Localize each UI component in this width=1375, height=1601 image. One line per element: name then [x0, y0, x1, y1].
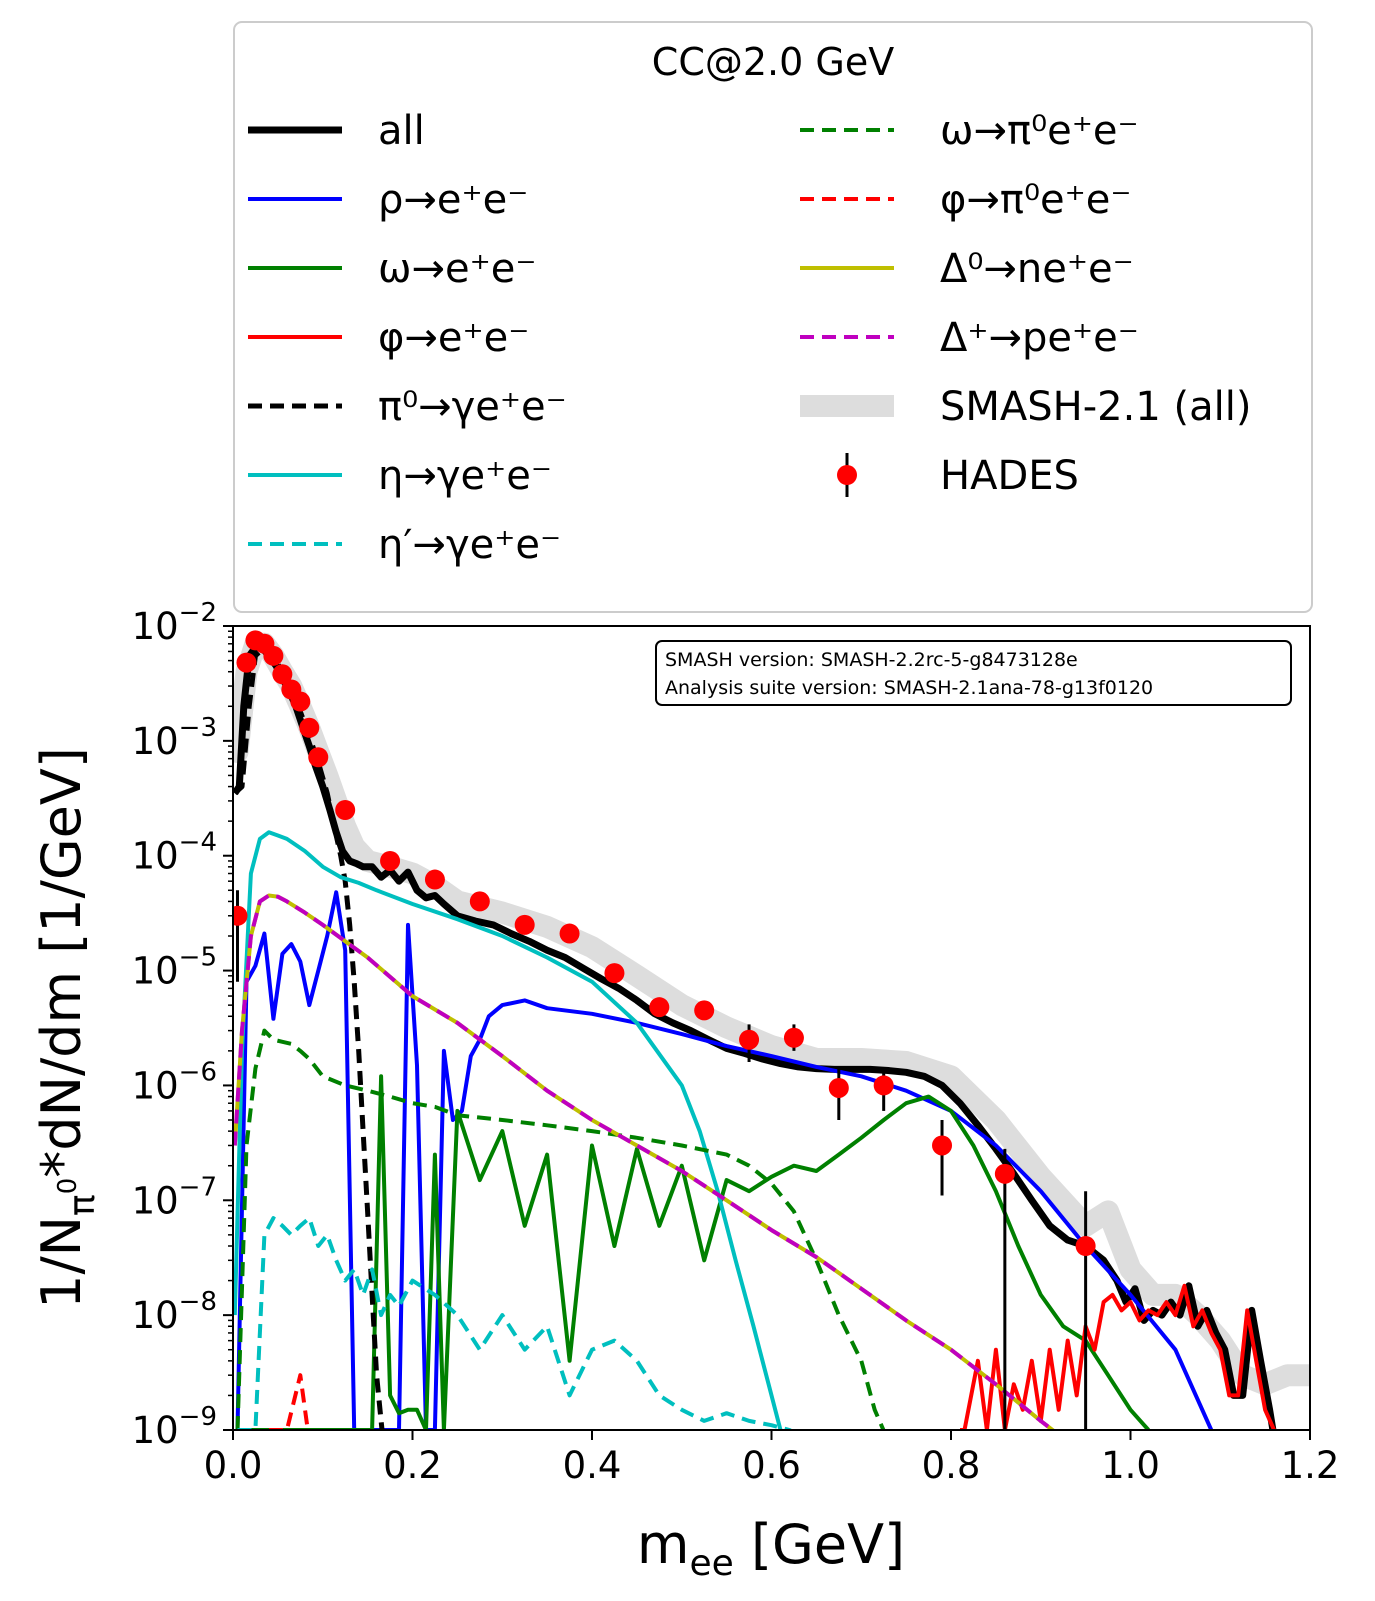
version-annotation: SMASH version: SMASH-2.2rc-5-g8473128e A…: [655, 640, 1292, 706]
legend-entry-e-e-6: η′→γe⁺e⁻: [248, 522, 561, 568]
x-ticks: 0.0 0.2 0.4 0.6 0.8 1.0 1.2: [204, 1430, 1340, 1487]
legend: CC@2.0 GeV all ρ→e⁺e⁻ ω→e⁺e⁻ φ→e⁺e⁻ π⁰→γe⁺e⁻…: [233, 21, 1313, 613]
hades-point-13: [469, 891, 490, 912]
x-tick-label-2: 0.4: [563, 1444, 622, 1487]
legend-label-0e-e: ω→π⁰e⁺e⁻: [940, 108, 1139, 154]
x-tick-label-5: 1.0: [1101, 1444, 1160, 1487]
hades-point-17: [649, 997, 670, 1018]
legend-entry-e-e-5: η→γe⁺e⁻: [248, 453, 552, 499]
legend-entry-e-e-3: φ→e⁺e⁻: [248, 315, 529, 361]
hades-point-1: [236, 652, 257, 673]
legend-entry-smash-2-1-all-4: SMASH-2.1 (all): [800, 384, 1251, 430]
legend-entry-0-e-e-4: π⁰→γe⁺e⁻: [248, 384, 567, 430]
hades-point-4: [263, 645, 284, 666]
version-line-2: Analysis suite version: SMASH-2.1ana-78-…: [665, 677, 1153, 699]
hades-point-10: [335, 800, 356, 821]
hades-point-23: [932, 1135, 953, 1156]
y-tick-label-2: 10−4: [132, 828, 217, 878]
legend-entry-e-e-1: ρ→e⁺e⁻: [248, 177, 528, 223]
hades-point-21: [828, 1077, 849, 1098]
hades-point-12: [424, 869, 445, 890]
legend-entry-pe-e-3: Δ⁺→pe⁺e⁻: [800, 315, 1139, 361]
y-tick-label-5: 10−7: [132, 1172, 217, 1222]
y-minor-ticks: [228, 630, 233, 1397]
y-tick-label-4: 10−6: [132, 1057, 217, 1107]
series-line-pe-e-11: [233, 893, 1056, 1430]
legend-hades-marker: [837, 465, 857, 485]
y-tick-label-7: 10−9: [132, 1402, 217, 1452]
legend-label-e-e: ρ→e⁺e⁻: [378, 177, 528, 223]
legend-label-all: all: [378, 108, 425, 154]
legend-label-0-ne-e: Δ⁰→ne⁺e⁻: [940, 246, 1134, 292]
hades-layer: [233, 630, 1096, 1430]
series-line-0e-e-8: [268, 1373, 310, 1430]
legend-label-e-e: φ→e⁺e⁻: [378, 315, 529, 361]
series-line-e-e-4: [960, 1283, 1277, 1430]
hades-point-25: [1075, 1235, 1096, 1256]
legend-label-pe-e: Δ⁺→pe⁺e⁻: [940, 315, 1139, 361]
y-ticks: 10−2 10−3 10−4 10−5 10−6 10−7 10−8 10−9: [132, 598, 233, 1452]
legend-entry-0-ne-e-2: Δ⁰→ne⁺e⁻: [800, 246, 1134, 292]
hades-point-15: [559, 923, 580, 944]
legend-title: CC@2.0 GeV: [652, 40, 894, 84]
legend-label-e-e: η′→γe⁺e⁻: [378, 522, 561, 568]
hades-point-14: [514, 914, 535, 935]
legend-label-0e-e: φ→π⁰e⁺e⁻: [940, 177, 1131, 223]
x-tick-label-0: 0.0: [204, 1444, 263, 1487]
legend-label-0-e-e: π⁰→γe⁺e⁻: [378, 384, 567, 430]
x-tick-label-4: 0.8: [922, 1444, 981, 1487]
series-line-e-e-6: [233, 830, 783, 1430]
x-tick-label-1: 0.2: [383, 1444, 442, 1487]
legend-entry-hades-5: HADES: [837, 453, 1079, 499]
version-box: [655, 640, 1292, 706]
version-line-1: SMASH version: SMASH-2.2rc-5-g8473128e: [665, 649, 1078, 671]
hades-point-18: [694, 1000, 715, 1021]
hades-point-9: [308, 747, 329, 768]
hades-point-20: [783, 1027, 804, 1048]
y-tick-label-0: 10−2: [132, 598, 217, 648]
legend-entry-all-0: all: [248, 108, 425, 154]
hades-point-16: [604, 963, 625, 984]
hades-point-11: [380, 850, 401, 871]
y-axis-label: 1/Nπ0*dN/dm [1/GeV]: [30, 747, 103, 1309]
legend-entry-0e-e-1: φ→π⁰e⁺e⁻: [800, 177, 1131, 223]
series-line-e-e-9: [237, 1216, 794, 1430]
y-tick-label-3: 10−5: [132, 943, 217, 993]
legend-entry-e-e-2: ω→e⁺e⁻: [248, 246, 536, 292]
series-line-0e-e-7: [235, 1028, 886, 1430]
legend-label-smash-2-1-all: SMASH-2.1 (all): [940, 384, 1251, 430]
series-line-0-e-e-5: [233, 645, 385, 1430]
hades-point-8: [299, 717, 320, 738]
svg-text:1/Nπ0*dN/dm [1/GeV]: 1/Nπ0*dN/dm [1/GeV]: [30, 747, 103, 1309]
hades-point-24: [994, 1163, 1015, 1184]
hades-point-22: [873, 1075, 894, 1096]
legend-entry-0e-e-0: ω→π⁰e⁺e⁻: [800, 108, 1139, 154]
legend-label-e-e: η→γe⁺e⁻: [378, 453, 552, 499]
plot-area: 0.0 0.2 0.4 0.6 0.8 1.0 1.2 10−210−310−410−510…: [132, 598, 1340, 1487]
x-tick-label-6: 1.2: [1281, 1444, 1340, 1487]
hades-point-5: [272, 664, 293, 685]
hades-point-7: [290, 691, 311, 712]
legend-frame: [233, 21, 1313, 613]
legend-label-e-e: ω→e⁺e⁻: [378, 246, 536, 292]
x-axis-label: mee [GeV]: [637, 1513, 905, 1584]
y-tick-label-6: 10−8: [132, 1287, 217, 1337]
legend-entries: all ρ→e⁺e⁻ ω→e⁺e⁻ φ→e⁺e⁻ π⁰→γe⁺e⁻ η→γe⁺e⁻ η′→γ…: [248, 108, 1251, 568]
hades-point-0: [233, 905, 248, 926]
legend-label-hades: HADES: [940, 453, 1079, 499]
x-tick-label-3: 0.6: [742, 1444, 801, 1487]
series-line-e-e-3: [237, 1074, 1150, 1430]
y-tick-label-1: 10−3: [132, 713, 217, 763]
hades-point-19: [739, 1029, 760, 1050]
